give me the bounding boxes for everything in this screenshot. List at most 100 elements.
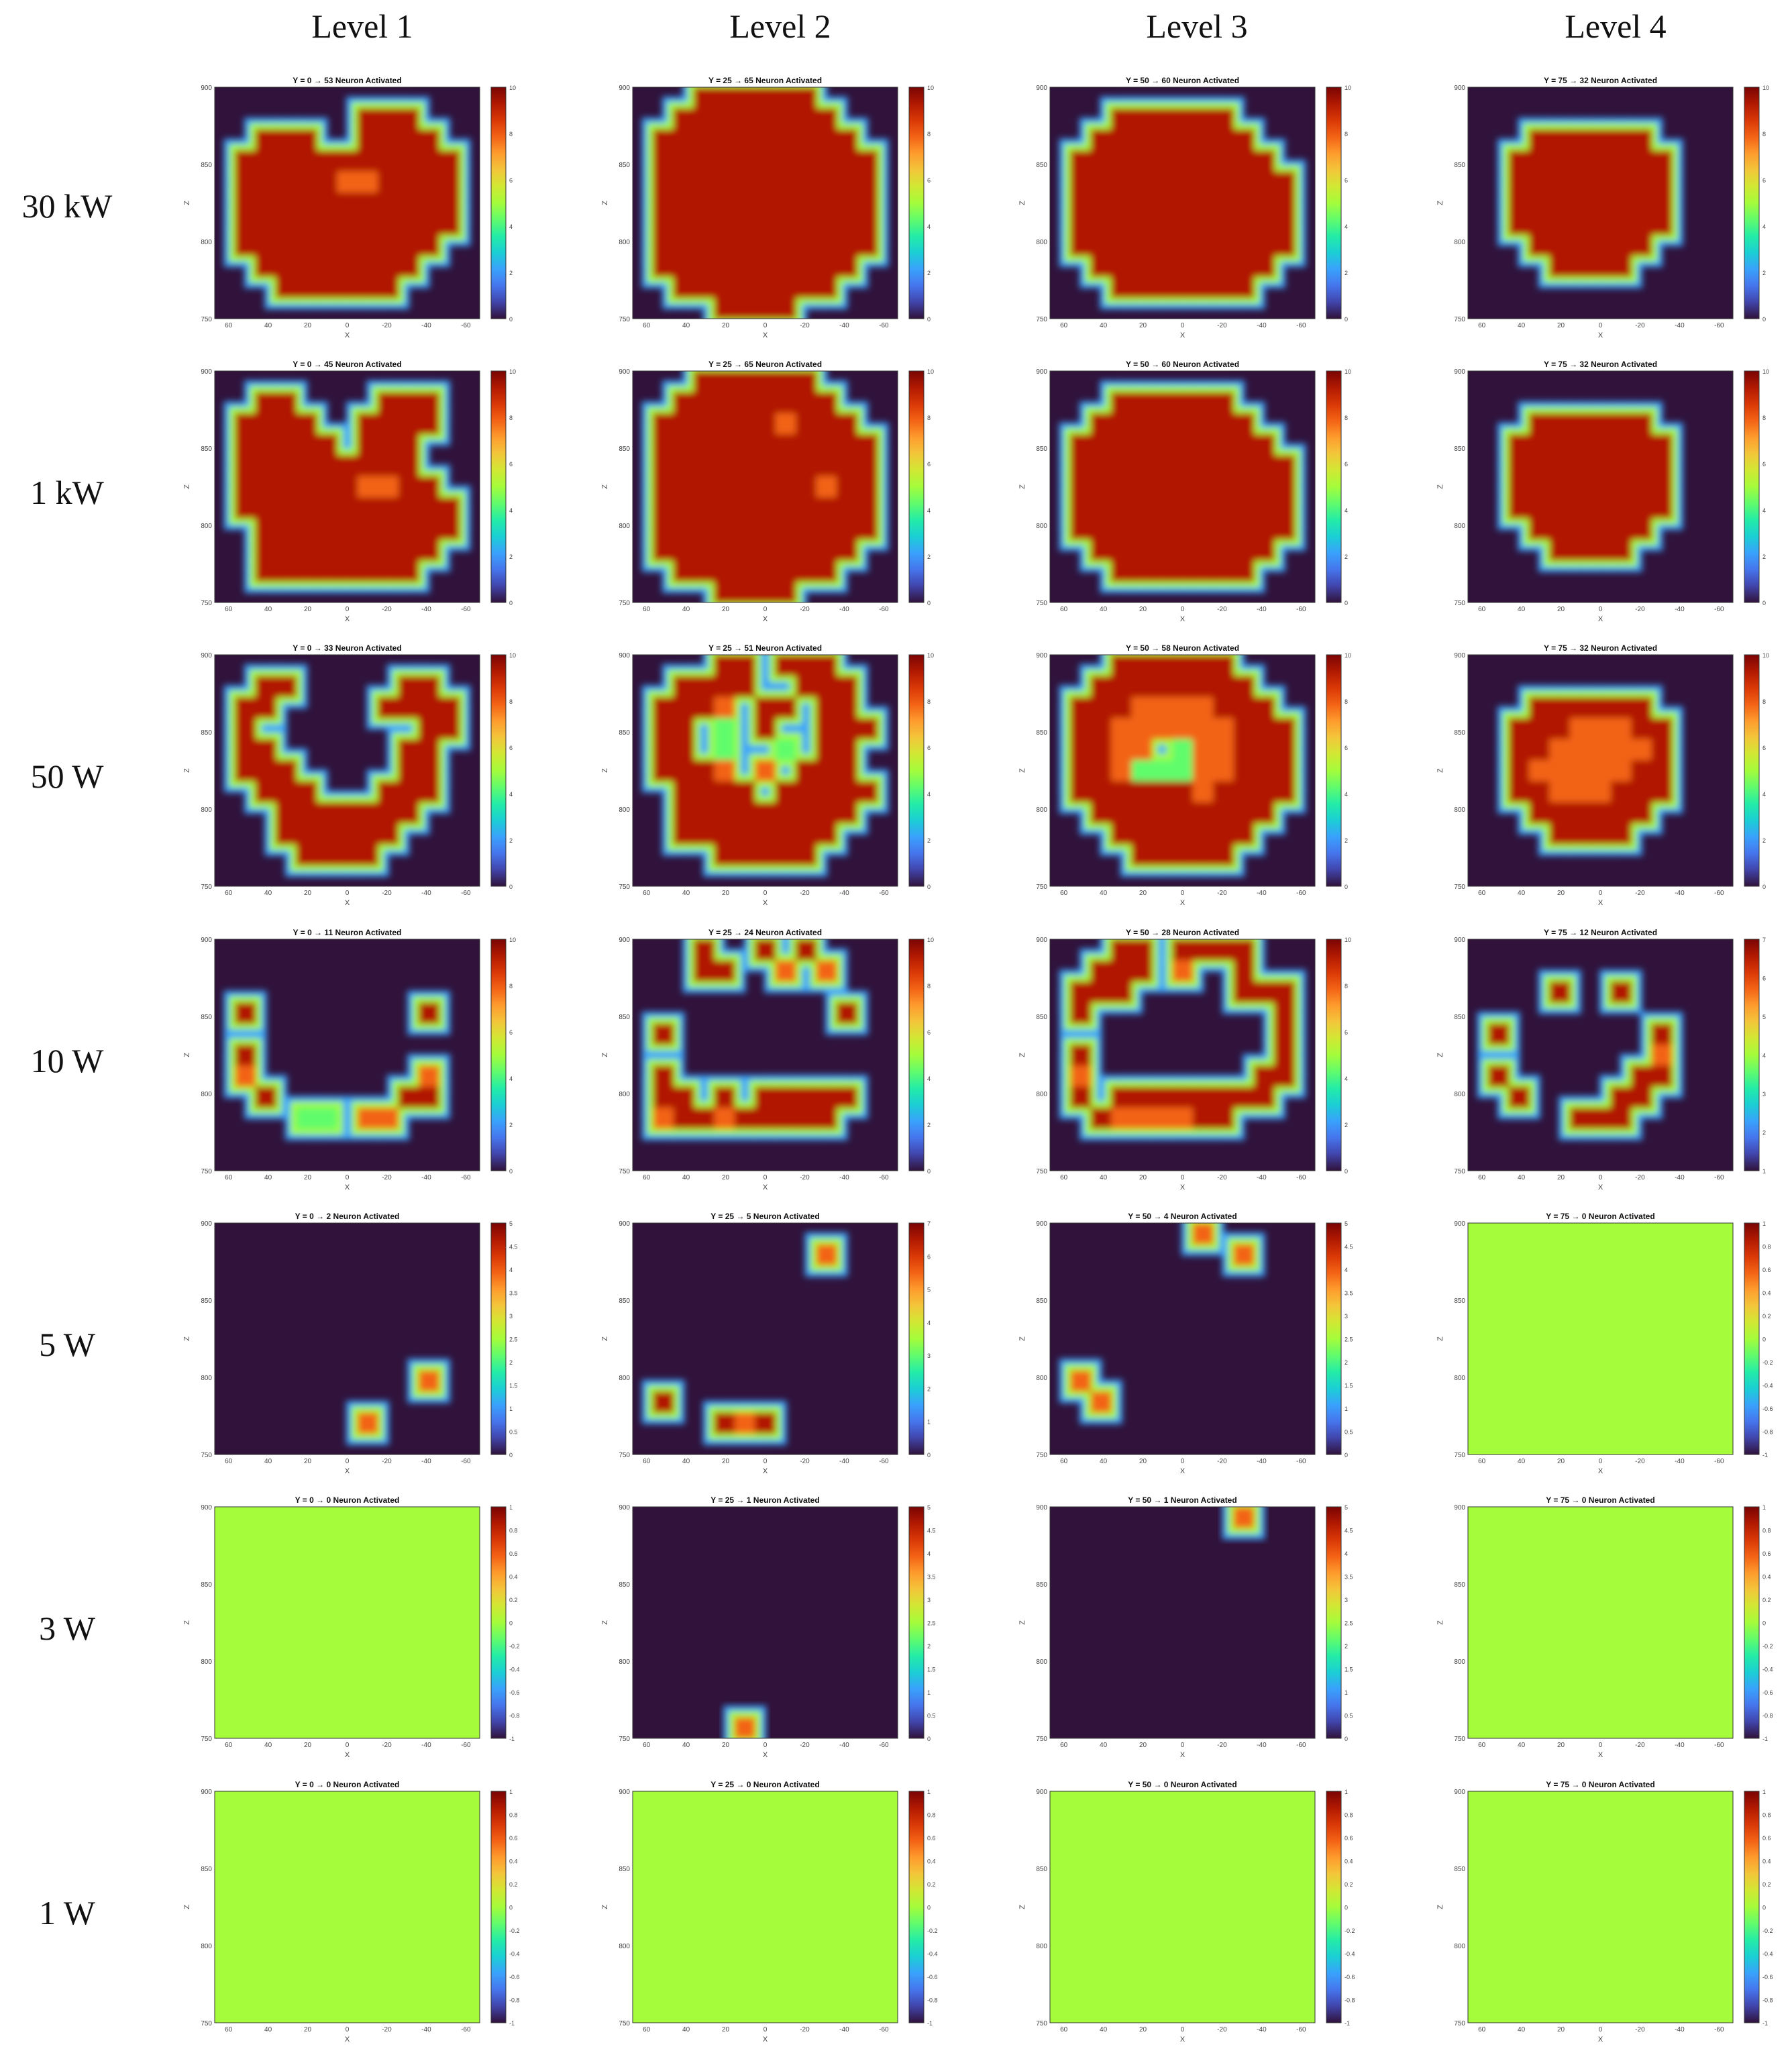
activation-cell [775,255,796,277]
activation-cell [796,255,817,277]
activation-cell [1253,213,1275,235]
x-tick-label: -40 [839,2026,849,2033]
panel-title: Y = 75 → 32 Neuron Activated [1544,360,1657,369]
activation-cell [1213,255,1234,277]
x-tick-label: -40 [1257,2026,1267,2033]
activation-cell [1172,234,1194,256]
activation-cell [796,87,817,109]
activation-cell [1233,539,1255,561]
activation-cell [276,192,297,214]
activation-cell [816,539,837,561]
colorbar-tick-label: 5 [1345,1504,1348,1511]
colorbar-tick-label: 4 [1345,1550,1348,1557]
activation-cell [755,497,776,519]
activation-cell [337,192,358,214]
activation-cell [694,518,715,540]
x-axis-label: X [763,331,768,339]
activation-cell [357,518,378,540]
activation-cell [714,497,735,519]
colorbar-tick-label: 0 [927,1168,931,1175]
activation-cell [398,392,419,414]
activation-cell [836,455,857,477]
activation-cell [378,497,399,519]
x-axis-label: X [1180,899,1185,907]
x-tick-label: 20 [304,1174,312,1181]
activation-cell [1131,759,1153,782]
activation-cell [296,192,317,214]
heatmap-panel-r2-c0: Y = 0 → 33 Neuron Activated 60 40 20 0 -20 -40… [178,641,554,927]
activation-cell [378,392,399,414]
activation-cell [694,129,715,151]
activation-cell [1090,192,1112,214]
activation-cell [694,413,715,435]
activation-cell [1253,759,1275,782]
activation-cell [1233,1086,1255,1108]
activation-cell [418,1002,439,1024]
z-tick-label: 850 [1036,1014,1047,1021]
plot-background [633,1507,898,1738]
activation-cell [653,434,674,456]
activation-cell [418,413,439,435]
activation-cell [673,455,694,477]
activation-cell [1131,718,1153,740]
activation-cell [694,108,715,130]
activation-cell [235,497,256,519]
heatmap-panel-r2-c3: Y = 75 → 32 Neuron Activated 60 40 20 0 -20 -4… [1431,641,1792,927]
activation-cell [1233,1244,1255,1266]
z-tick-label: 750 [619,316,630,323]
heatmap-panel-r3-c1: Y = 25 → 24 Neuron Activated 60 40 20 0 -20 -4… [596,926,971,1211]
colorbar-tick-label: 10 [509,85,516,91]
activation-cell [694,434,715,456]
activation-cell [1151,539,1173,561]
activation-cell [1610,823,1632,845]
z-axis-label: Z [183,484,191,489]
colorbar-tick-label: 2 [1762,1130,1766,1136]
x-tick-label: 40 [1518,1458,1526,1465]
activation-cell [337,234,358,256]
z-tick-label: 750 [619,1452,630,1459]
activation-cell [775,960,796,982]
activation-cell [734,518,755,540]
activation-cell [316,434,337,456]
activation-cell [1508,476,1530,498]
activation-cell [1590,739,1612,761]
activation-cell [398,234,419,256]
activation-cell [816,276,837,299]
x-tick-label: -60 [1714,1742,1724,1749]
colorbar-tick-label: 2 [509,837,513,844]
activation-cell [1172,655,1194,676]
x-tick-label: 60 [225,2026,233,2033]
x-tick-label: -20 [1217,1458,1227,1465]
activation-cell [378,539,399,561]
x-tick-label: 40 [682,1742,690,1749]
colorbar-tick-label: 4 [1345,791,1348,798]
activation-cell [1172,696,1194,719]
colorbar-tick-label: 0.8 [1762,1812,1771,1819]
activation-cell [836,718,857,740]
activation-cell [1233,823,1255,845]
x-tick-label: 20 [304,2026,312,2033]
z-tick-label: 850 [1454,1298,1465,1305]
activation-cell [1569,696,1591,719]
activation-cell [255,129,276,151]
activation-cell [1192,759,1214,782]
axes-frame [214,939,480,1171]
activation-cell [1192,655,1214,676]
activation-cell [734,581,755,602]
activation-cell [255,213,276,235]
activation-cell [816,171,837,193]
activation-cell [694,960,715,982]
activation-cell [1111,759,1132,782]
activation-cell [1569,150,1591,172]
activation-cell [796,823,817,845]
activation-cell [1631,739,1652,761]
heatmap-panel-r4-c1: Y = 25 → 5 Neuron Activated 60 40 20 0 -20 -40… [596,1210,971,1495]
activation-cell [1529,213,1550,235]
activation-cell [714,413,735,435]
colorbar-tick-label: -0.6 [927,1974,938,1980]
activation-cell [276,392,297,414]
activation-cell [296,150,317,172]
colorbar-tick-label: 0.8 [927,1812,936,1819]
